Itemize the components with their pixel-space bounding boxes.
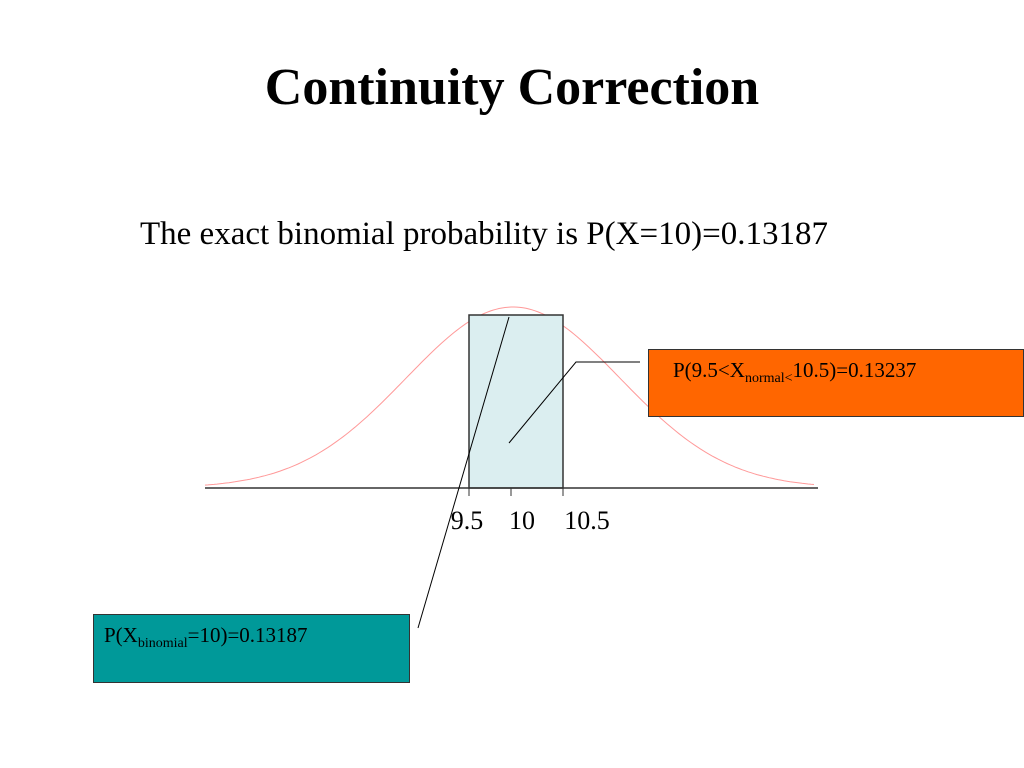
- axis-label: 10: [509, 506, 535, 535]
- normal-callout: P(9.5<Xnormal<10.5)=0.13237: [648, 349, 1024, 417]
- callout-text: P(X: [104, 623, 138, 647]
- axis-label: 10.5: [564, 506, 610, 535]
- callout-subscript: normal<: [744, 371, 793, 387]
- callout-subscript: binomial: [137, 636, 188, 652]
- axis-label: 9.5: [450, 506, 484, 535]
- callout-text: 10.5)=0.13237: [792, 358, 917, 382]
- pointer-line: [417, 316, 510, 629]
- binomial-callout: P(Xbinomial=10)=0.13187: [93, 614, 410, 683]
- callout-text: P(9.5<X: [673, 358, 745, 382]
- pointer-line: [508, 361, 640, 444]
- binomial-bar: [468, 314, 564, 489]
- callout-text: =10)=0.13187: [187, 623, 308, 647]
- title: Continuity Correction: [264, 59, 760, 116]
- subtitle: The exact binomial probability is P(X=10…: [140, 216, 828, 252]
- normal-curve: [204, 306, 815, 486]
